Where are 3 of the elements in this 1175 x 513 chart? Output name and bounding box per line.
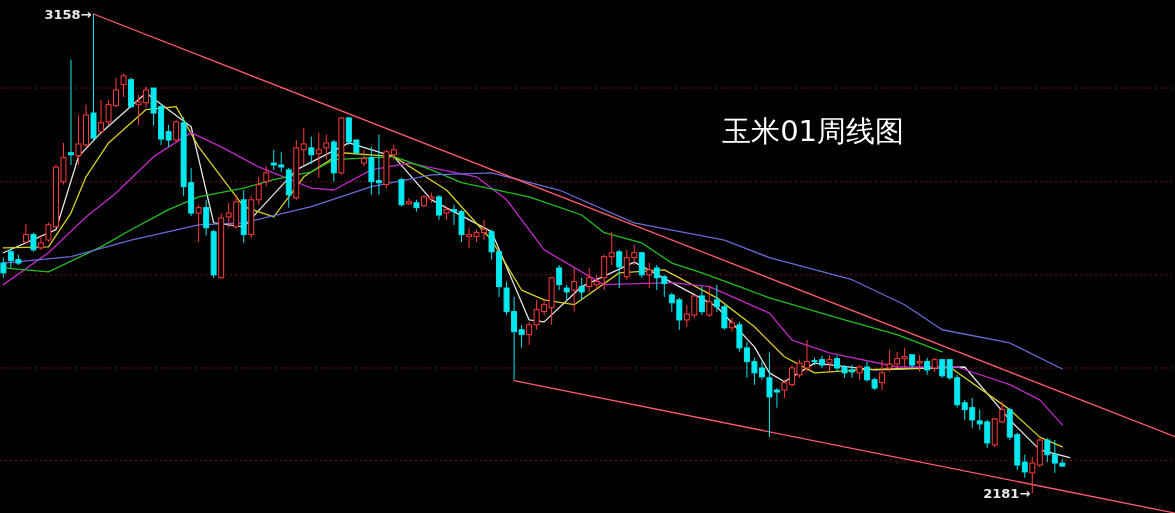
annotation: 2181→ <box>983 486 1031 501</box>
annotation: 3158→ <box>44 7 92 22</box>
title: 玉米01周线图 <box>722 114 905 148</box>
